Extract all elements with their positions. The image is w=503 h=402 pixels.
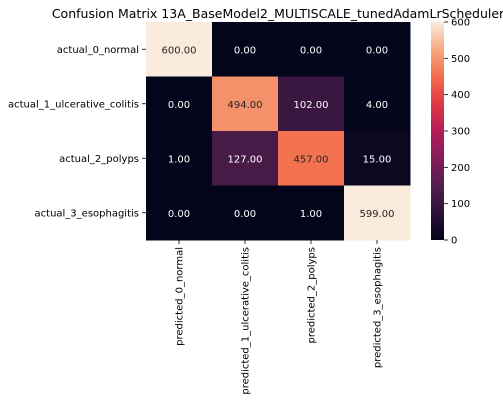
cell-label-r2-c3: 15.00 xyxy=(363,154,392,165)
cell-r3-c3 xyxy=(344,185,411,241)
colorbar-tick-label-4: 400 xyxy=(451,90,470,101)
col-label-0: predicted_0_normal xyxy=(175,247,186,346)
cell-label-r1-c3: 4.00 xyxy=(366,100,388,111)
cell-r2-c0 xyxy=(146,131,213,186)
cell-label-r3-c0: 0.00 xyxy=(168,209,190,220)
col-label-2: predicted_2_polyps xyxy=(307,247,318,344)
cell-r2-c3 xyxy=(344,131,411,186)
cell-r3-c1 xyxy=(212,185,279,241)
colorbar-tick-label-0: 0 xyxy=(451,236,457,247)
cell-label-r2-c2: 457.00 xyxy=(294,154,329,165)
cell-r1-c0 xyxy=(146,76,213,132)
heatmap-cells xyxy=(146,22,411,241)
cell-r2-c2 xyxy=(278,131,345,186)
cell-r0-c1 xyxy=(212,22,279,77)
cell-r3-c0 xyxy=(146,185,213,241)
cell-label-r0-c3: 0.00 xyxy=(366,45,388,56)
cell-label-r0-c0: 600.00 xyxy=(162,45,197,56)
col-label-1: predicted_1_ulcerative_colitis xyxy=(241,247,252,395)
cell-label-r2-c1: 127.00 xyxy=(228,154,263,165)
row-label-1: actual_1_ulcerative_colitis xyxy=(8,99,139,110)
cell-r0-c0 xyxy=(146,22,213,77)
cell-label-r3-c2: 1.00 xyxy=(300,209,322,220)
row-label-2: actual_2_polyps xyxy=(59,154,139,165)
cell-r0-c3 xyxy=(344,22,411,77)
column-tick-labels: predicted_0_normal predicted_1_ulcerative… xyxy=(175,240,384,395)
cell-label-r3-c1: 0.00 xyxy=(234,209,256,220)
cell-r2-c1 xyxy=(212,131,279,186)
cell-label-r1-c0: 0.00 xyxy=(168,100,190,111)
cell-r1-c1 xyxy=(212,76,279,132)
colorbar-gradient xyxy=(431,22,444,240)
cell-r3-c2 xyxy=(278,185,345,241)
cell-label-r1-c1: 494.00 xyxy=(228,100,263,111)
cell-label-r3-c3: 599.00 xyxy=(360,209,395,220)
colorbar: 0 100 200 300 400 500 600 xyxy=(431,18,470,247)
colorbar-tick-label-6: 600 xyxy=(451,18,470,29)
row-label-3: actual_3_esophagitis xyxy=(35,208,139,219)
heatmap-cell-labels: 600.00 0.00 0.00 0.00 0.00 494.00 102.00 4.00 1.… xyxy=(162,45,395,220)
cell-label-r1-c2: 102.00 xyxy=(294,100,329,111)
colorbar-tick-label-2: 200 xyxy=(451,163,470,174)
colorbar-tick-label-3: 300 xyxy=(451,127,470,138)
colorbar-tick-label-1: 100 xyxy=(451,199,470,210)
cell-r0-c2 xyxy=(278,22,345,77)
cell-label-r2-c0: 1.00 xyxy=(168,154,190,165)
cell-r1-c2 xyxy=(278,76,345,132)
row-label-0: actual_0_normal xyxy=(57,45,139,56)
colorbar-tick-label-5: 500 xyxy=(451,54,470,65)
col-label-3: predicted_3_esophagitis xyxy=(373,247,384,368)
cell-label-r0-c2: 0.00 xyxy=(300,45,322,56)
cell-r1-c3 xyxy=(344,76,411,132)
chart-title: Confusion Matrix 13A_BaseModel2_MULTISCA… xyxy=(52,6,503,21)
cell-label-r0-c1: 0.00 xyxy=(234,45,256,56)
row-tick-labels: actual_0_normal actual_1_ulcerative_colit… xyxy=(8,45,146,219)
